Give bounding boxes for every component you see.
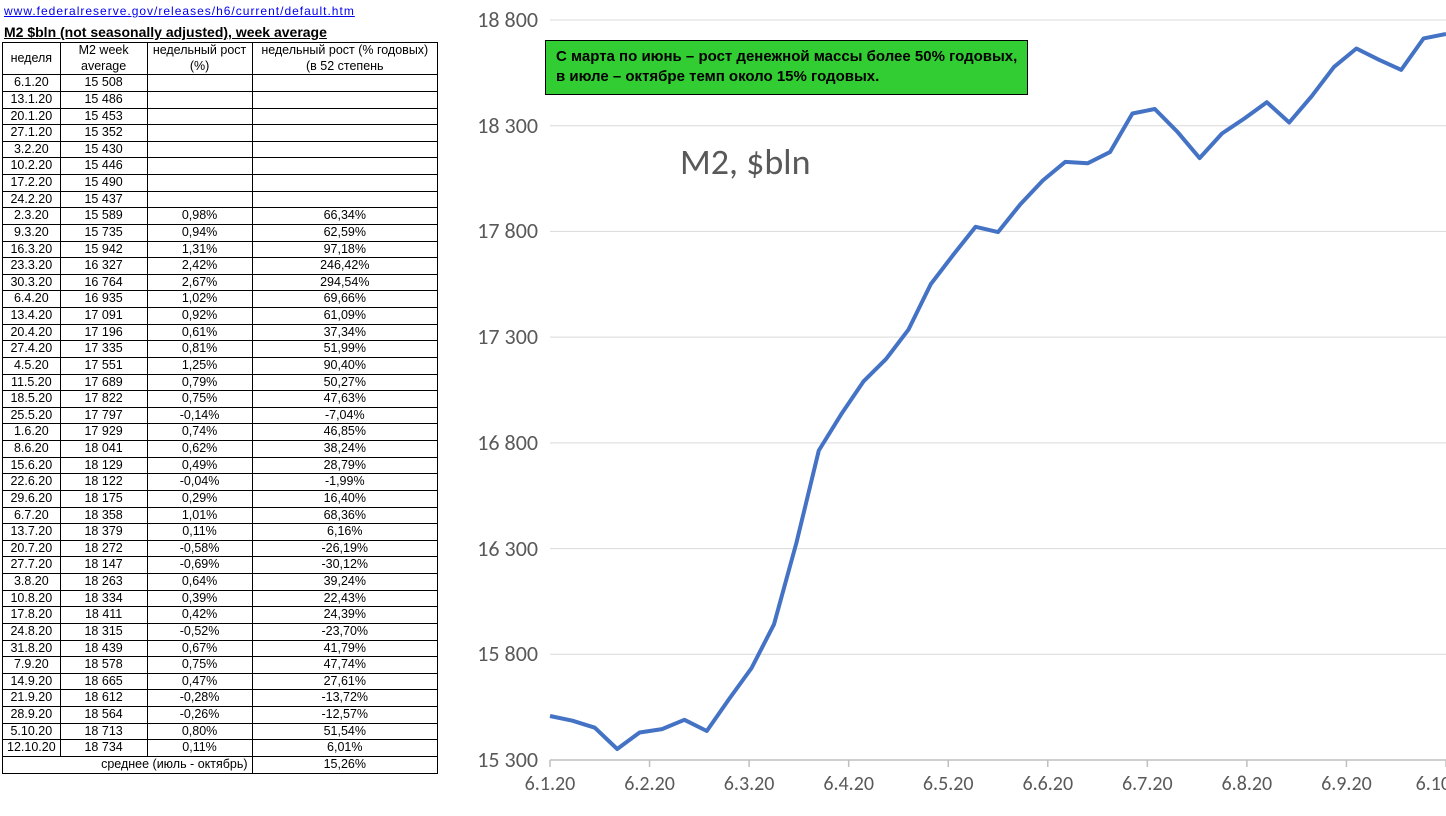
col-weekly-growth: недельный рост (%): [147, 43, 252, 75]
table-row: 6.7.2018 3581,01%68,36%: [3, 507, 438, 524]
col-annual-growth: недельный рост (% годовых) (в 52 степень: [252, 43, 437, 75]
chart-title: M2, $bln: [680, 140, 810, 184]
footer-value: 15,26%: [252, 756, 437, 773]
x-axis-tick-label: 6.9.20: [1321, 772, 1372, 796]
table-row: 4.5.2017 5511,25%90,40%: [3, 357, 438, 374]
y-axis-tick-label: 15 800: [477, 640, 538, 667]
table-row: 10.8.2018 3340,39%22,43%: [3, 590, 438, 607]
table-row: 14.9.2018 6650,47%27,61%: [3, 673, 438, 690]
table-row: 11.5.2017 6890,79%50,27%: [3, 374, 438, 391]
table-row: 5.10.2018 7130,80%51,54%: [3, 723, 438, 740]
x-axis-tick-label: 6.2.20: [624, 772, 675, 796]
x-axis-tick-label: 6.8.20: [1222, 772, 1273, 796]
table-row: 17.2.2015 490: [3, 175, 438, 192]
table-header-row: неделя M2 week average недельный рост (%…: [3, 43, 438, 75]
table-row: 7.9.2018 5780,75%47,74%: [3, 657, 438, 674]
y-axis-tick-label: 16 800: [477, 429, 538, 456]
x-axis-tick-label: 6.6.20: [1022, 772, 1073, 796]
table-row: 10.2.2015 446: [3, 158, 438, 175]
table-row: 15.6.2018 1290,49%28,79%: [3, 457, 438, 474]
table-row: 6.4.2016 9351,02%69,66%: [3, 291, 438, 308]
table-row: 24.2.2015 437: [3, 191, 438, 208]
m2-line-chart: [440, 0, 1446, 816]
y-axis-tick-label: 17 800: [477, 217, 538, 244]
y-axis-tick-label: 16 300: [477, 535, 538, 562]
table-row: 13.7.2018 3790,11%6,16%: [3, 524, 438, 541]
table-row: 6.1.2015 508: [3, 75, 438, 92]
source-url-link[interactable]: www.federalreserve.gov/releases/h6/curre…: [2, 4, 355, 18]
table-footer-row: среднее (июль - октябрь) 15,26%: [3, 756, 438, 773]
table-row: 3.2.2015 430: [3, 141, 438, 158]
table-row: 28.9.2018 564-0,26%-12,57%: [3, 707, 438, 724]
table-row: 1.6.2017 9290,74%46,85%: [3, 424, 438, 441]
y-axis-tick-label: 18 800: [477, 6, 538, 33]
chart-annotation-box: С марта по июнь – рост денежной массы бо…: [545, 40, 1028, 95]
table-row: 18.5.2017 8220,75%47,63%: [3, 391, 438, 408]
table-row: 25.5.2017 797-0,14%-7,04%: [3, 407, 438, 424]
x-axis-tick-label: 6.7.20: [1122, 772, 1173, 796]
table-row: 9.3.2015 7350,94%62,59%: [3, 224, 438, 241]
table-row: 23.3.2016 3272,42%246,42%: [3, 258, 438, 275]
table-row: 27.7.2018 147-0,69%-30,12%: [3, 557, 438, 574]
table-row: 21.9.2018 612-0,28%-13,72%: [3, 690, 438, 707]
table-row: 29.6.2018 1750,29%16,40%: [3, 490, 438, 507]
y-axis-tick-label: 18 300: [477, 112, 538, 139]
table-row: 31.8.2018 4390,67%41,79%: [3, 640, 438, 657]
table-title: M2 $bln (not seasonally adjusted), week …: [4, 24, 440, 40]
table-row: 17.8.2018 4110,42%24,39%: [3, 607, 438, 624]
annotation-line-2: в июле – октябре темп около 15% годовых.: [556, 67, 1017, 87]
footer-label: среднее (июль - октябрь): [3, 756, 253, 773]
m2-data-table: неделя M2 week average недельный рост (%…: [2, 42, 438, 774]
x-axis-tick-label: 6.5.20: [923, 772, 974, 796]
table-row: 2.3.2015 5890,98%66,34%: [3, 208, 438, 225]
y-axis-tick-label: 17 300: [477, 323, 538, 350]
table-row: 13.4.2017 0910,92%61,09%: [3, 308, 438, 325]
table-row: 24.8.2018 315-0,52%-23,70%: [3, 623, 438, 640]
table-row: 30.3.2016 7642,67%294,54%: [3, 274, 438, 291]
table-row: 3.8.2018 2630,64%39,24%: [3, 574, 438, 591]
table-row: 20.4.2017 1960,61%37,34%: [3, 324, 438, 341]
table-row: 22.6.2018 122-0,04%-1,99%: [3, 474, 438, 491]
table-row: 16.3.2015 9421,31%97,18%: [3, 241, 438, 258]
col-m2: M2 week average: [60, 43, 147, 75]
table-row: 8.6.2018 0410,62%38,24%: [3, 441, 438, 458]
x-axis-tick-label: 6.1.20: [525, 772, 576, 796]
table-row: 27.1.2015 352: [3, 125, 438, 142]
table-row: 20.1.2015 453: [3, 108, 438, 125]
left-panel: www.federalreserve.gov/releases/h6/curre…: [0, 0, 440, 816]
col-week: неделя: [3, 43, 61, 75]
table-row: 13.1.2015 486: [3, 91, 438, 108]
table-row: 27.4.2017 3350,81%51,99%: [3, 341, 438, 358]
chart-panel: С марта по июнь – рост денежной массы бо…: [440, 0, 1446, 816]
table-row: 12.10.2018 7340,11%6,01%: [3, 740, 438, 757]
table-row: 20.7.2018 272-0,58%-26,19%: [3, 540, 438, 557]
y-axis-tick-label: 15 300: [477, 746, 538, 773]
x-axis-tick-label: 6.3.20: [724, 772, 775, 796]
annotation-line-1: С марта по июнь – рост денежной массы бо…: [556, 47, 1017, 67]
x-axis-tick-label: 6.4.20: [823, 772, 874, 796]
x-axis-tick-label: 6.10.20: [1416, 772, 1446, 796]
